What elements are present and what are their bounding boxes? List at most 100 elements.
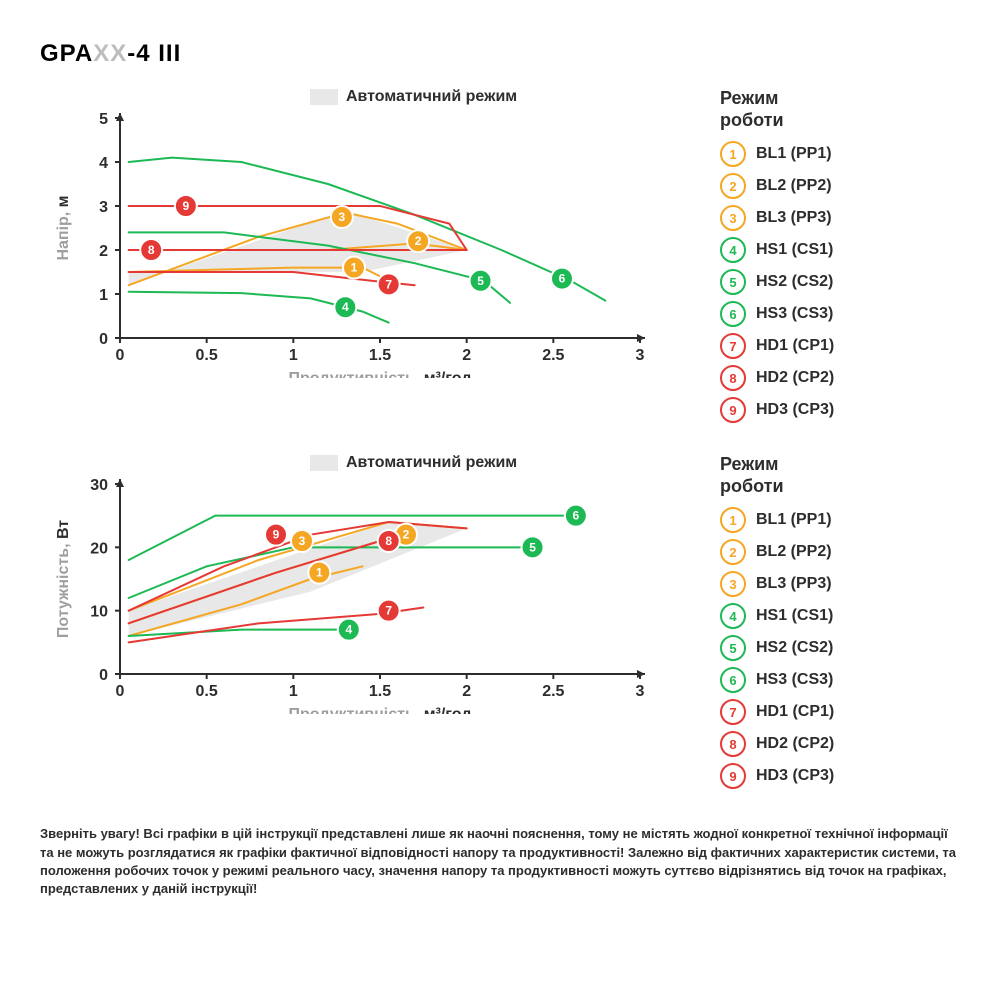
svg-text:0.5: 0.5 [196, 683, 218, 700]
legend-item-3: 3BL3 (PP3) [720, 205, 834, 231]
chart1-row: Автоматичний режим 01234500.511.522.5312… [40, 88, 960, 429]
legend1-list: 1BL1 (PP1)2BL2 (PP2)3BL3 (PP3)4HS1 (CS1)… [720, 141, 834, 423]
legend-label: HS3 (CS3) [756, 305, 833, 323]
legend2-list: 1BL1 (PP1)2BL2 (PP2)3BL3 (PP3)4HS1 (CS1)… [720, 507, 834, 789]
legend-badge-8: 8 [720, 731, 746, 757]
legend-label: HD2 (CP2) [756, 369, 834, 387]
svg-text:2.5: 2.5 [542, 347, 564, 364]
legend-item-2: 2 BL2 (PP2) [720, 539, 834, 565]
legend-label: BL2 (PP2) [756, 543, 832, 561]
legend-badge-3: 3 [720, 205, 746, 231]
svg-text:Потужність, Вт: Потужність, Вт [55, 520, 72, 638]
page-root: GPAXX-4 III Автоматичний режим 01234500.… [0, 0, 1000, 1000]
svg-text:0: 0 [99, 331, 108, 348]
legend-item-5: 5HS2 (CS2) [720, 269, 834, 295]
svg-text:1.5: 1.5 [369, 683, 391, 700]
legend-item-8: 8 HD2 (CP2) [720, 731, 834, 757]
legend-badge-7: 7 [720, 699, 746, 725]
svg-text:8: 8 [385, 534, 392, 548]
svg-text:5: 5 [529, 541, 536, 555]
svg-text:1: 1 [289, 347, 298, 364]
legend-item-9: 9 HD3 (CP3) [720, 397, 834, 423]
svg-text:0: 0 [116, 683, 125, 700]
legend-label: BL1 (PP1) [756, 511, 832, 529]
svg-text:2.5: 2.5 [542, 683, 564, 700]
legend-label: HS1 (CS1) [756, 241, 833, 259]
svg-text:2: 2 [403, 528, 410, 542]
disclaimer-text: Зверніть увагу! Всі графіки в цій інстру… [40, 825, 960, 898]
legend1-title: Режимроботи [720, 88, 834, 131]
title-suffix: -4 III [127, 40, 181, 67]
svg-text:0: 0 [116, 347, 125, 364]
legend-item-1: 1 BL1 (PP1) [720, 507, 834, 533]
chart2-block: Автоматичний режим 010203000.511.522.531… [40, 454, 660, 719]
legend-item-3: 3 BL3 (PP3) [720, 571, 834, 597]
svg-text:3: 3 [299, 534, 306, 548]
legend-item-1: 1BL1 (PP1) [720, 141, 834, 167]
auto-label: Автоматичний режим [346, 454, 517, 472]
svg-text:6: 6 [559, 272, 566, 286]
svg-text:9: 9 [183, 199, 190, 213]
legend-label: BL2 (PP2) [756, 177, 832, 195]
legend-badge-5: 5 [720, 635, 746, 661]
svg-text:20: 20 [90, 541, 108, 558]
legend-badge-1: 1 [720, 507, 746, 533]
legend2: Режимроботи 1 BL1 (PP1) 2 BL2 (PP2) 3 BL3 (PP… [720, 454, 834, 795]
svg-text:1: 1 [99, 287, 108, 304]
svg-text:7: 7 [385, 277, 392, 291]
chart1-auto-legend: Автоматичний режим [310, 88, 517, 106]
legend-badge-2: 2 [720, 173, 746, 199]
legend2-title: Режимроботи [720, 454, 834, 497]
svg-text:5: 5 [99, 111, 108, 128]
chart2-auto-legend: Автоматичний режим [310, 454, 517, 472]
svg-text:3: 3 [636, 347, 645, 364]
svg-text:2: 2 [462, 347, 471, 364]
svg-text:2: 2 [99, 243, 108, 260]
auto-label: Автоматичний режим [346, 88, 517, 106]
svg-text:1.5: 1.5 [369, 347, 391, 364]
svg-text:4: 4 [345, 623, 352, 637]
svg-text:6: 6 [573, 509, 580, 523]
legend-label: HD1 (CP1) [756, 337, 834, 355]
auto-swatch [310, 89, 338, 105]
svg-text:5: 5 [477, 274, 484, 288]
legend-item-5: 5HS2 (CS2) [720, 635, 834, 661]
chart2-row: Автоматичний режим 0 10 20 30 0 0.5 1 1.5 2 2.5 3 1… [40, 454, 960, 795]
legend-label: HD2 (CP2) [756, 735, 834, 753]
svg-text:Напір, м: Напір, м [55, 195, 72, 260]
svg-text:2: 2 [415, 234, 422, 248]
svg-text:30: 30 [90, 477, 108, 494]
svg-text:3: 3 [99, 199, 108, 216]
chart1-block: Автоматичний режим 01234500.511.522.5312… [40, 88, 660, 383]
svg-text:3: 3 [339, 210, 346, 224]
svg-text:10: 10 [90, 604, 108, 621]
legend-item-8: 8HD2 (CP2) [720, 365, 834, 391]
legend-item-2: 2 BL2 (PP2) [720, 173, 834, 199]
svg-text:1: 1 [316, 566, 323, 580]
svg-text:7: 7 [385, 604, 392, 618]
legend-badge-1: 1 [720, 141, 746, 167]
legend-badge-3: 3 [720, 571, 746, 597]
legend-label: HD3 (CP3) [756, 767, 834, 785]
legend-label: HD1 (CP1) [756, 703, 834, 721]
legend-label: BL3 (PP3) [756, 575, 832, 593]
legend-label: HD3 (CP3) [756, 401, 834, 419]
legend-item-6: 6 HS3 (CS3) [720, 301, 834, 327]
svg-text:Продуктивність, м³/год: Продуктивність, м³/год [289, 706, 472, 714]
legend-badge-7: 7 [720, 333, 746, 359]
svg-text:4: 4 [342, 300, 349, 314]
svg-text:8: 8 [148, 243, 155, 257]
legend-badge-6: 6 [720, 301, 746, 327]
legend-badge-6: 6 [720, 667, 746, 693]
legend-badge-5: 5 [720, 269, 746, 295]
chart1-svg: 01234500.511.522.53123456789Напір, мПрод… [40, 88, 660, 378]
svg-text:0: 0 [99, 667, 108, 684]
svg-text:3: 3 [636, 683, 645, 700]
legend-item-7: 7 HD1 (CP1) [720, 333, 834, 359]
legend-badge-4: 4 [720, 603, 746, 629]
legend-badge-9: 9 [720, 397, 746, 423]
legend-badge-2: 2 [720, 539, 746, 565]
legend-label: HS3 (CS3) [756, 671, 833, 689]
svg-text:2: 2 [462, 683, 471, 700]
title-light: XX [93, 40, 127, 67]
